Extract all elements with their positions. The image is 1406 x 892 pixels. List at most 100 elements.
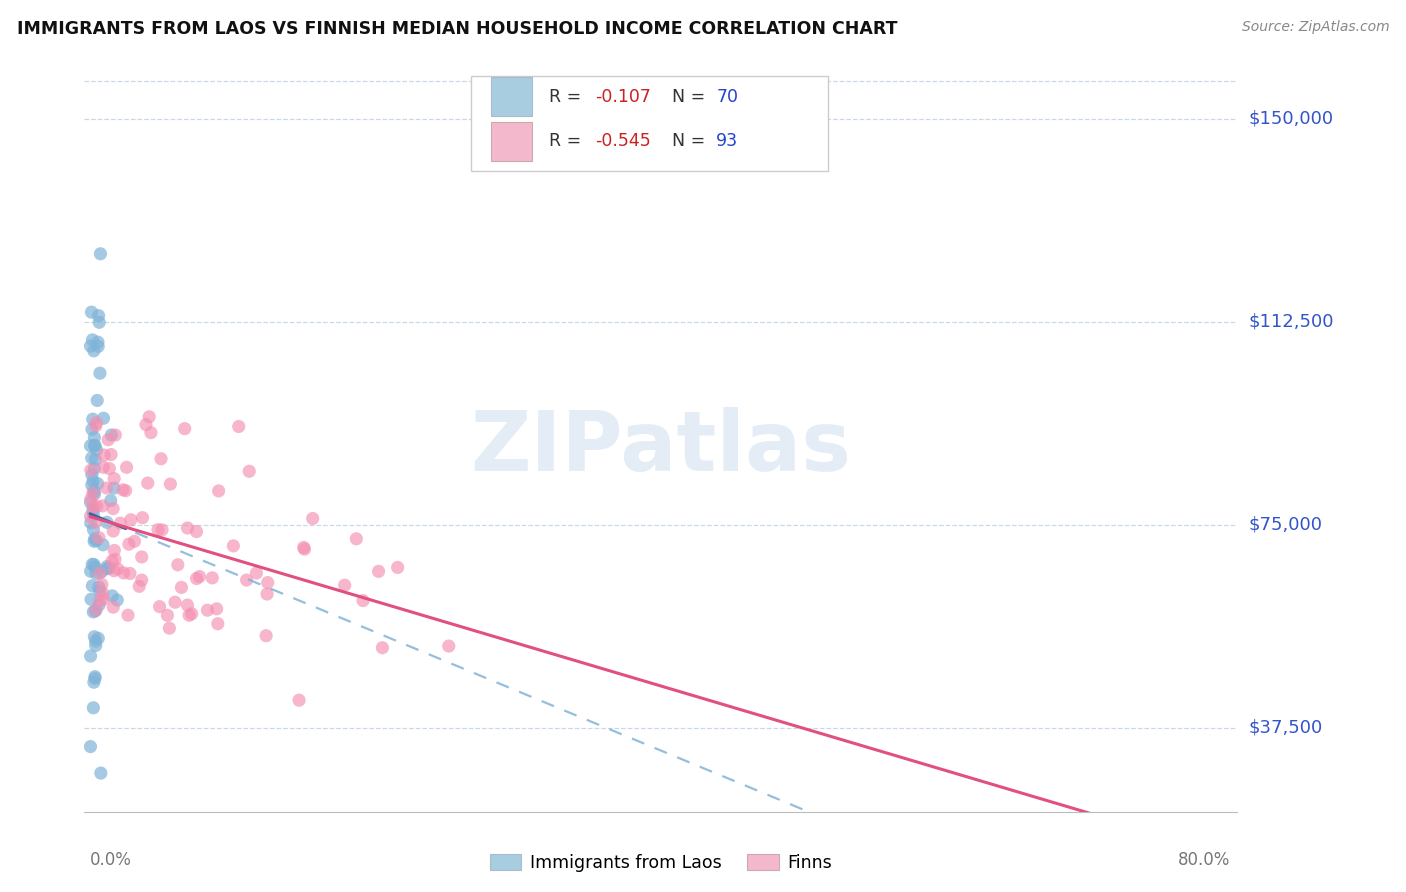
- Point: [80, 422, 103, 436]
- Point: [86, 393, 108, 408]
- Point: [90, 766, 112, 780]
- Point: [101, 589, 124, 603]
- Point: [84, 566, 107, 581]
- Point: [371, 640, 394, 655]
- Point: [84, 516, 107, 530]
- Legend: Immigrants from Laos, Finns: Immigrants from Laos, Finns: [482, 847, 839, 879]
- Point: [83, 438, 105, 452]
- Point: [96, 561, 118, 575]
- Point: [105, 593, 128, 607]
- Point: [107, 562, 129, 576]
- Point: [89, 584, 111, 599]
- Text: Source: ZipAtlas.com: Source: ZipAtlas.com: [1241, 20, 1389, 34]
- Point: [84, 560, 107, 574]
- Point: [79, 495, 101, 509]
- Point: [103, 543, 125, 558]
- Point: [82, 605, 104, 619]
- Point: [79, 439, 101, 453]
- Point: [83, 439, 105, 453]
- Point: [256, 575, 278, 590]
- Point: [96, 516, 118, 530]
- Text: -0.545: -0.545: [595, 132, 651, 150]
- Text: $37,500: $37,500: [1249, 719, 1323, 737]
- Text: 70: 70: [716, 87, 738, 106]
- Point: [84, 603, 107, 617]
- Point: [163, 595, 186, 609]
- Point: [149, 599, 172, 614]
- Point: [139, 425, 162, 440]
- Point: [288, 693, 311, 707]
- Point: [83, 487, 105, 501]
- Point: [156, 608, 179, 623]
- Point: [82, 504, 104, 518]
- Point: [186, 524, 208, 539]
- Text: IMMIGRANTS FROM LAOS VS FINNISH MEDIAN HOUSEHOLD INCOME CORRELATION CHART: IMMIGRANTS FROM LAOS VS FINNISH MEDIAN H…: [17, 20, 897, 37]
- Point: [91, 586, 114, 600]
- Point: [84, 418, 107, 433]
- Point: [86, 533, 108, 548]
- Text: $75,000: $75,000: [1249, 516, 1323, 533]
- Point: [146, 523, 169, 537]
- Point: [87, 632, 110, 646]
- Point: [118, 566, 141, 581]
- Point: [91, 499, 114, 513]
- Point: [89, 315, 111, 329]
- Text: N =: N =: [672, 132, 711, 150]
- Point: [93, 592, 115, 607]
- Point: [254, 629, 277, 643]
- Point: [80, 516, 103, 530]
- Point: [82, 579, 104, 593]
- Point: [82, 523, 104, 537]
- Point: [80, 463, 103, 477]
- Point: [131, 573, 153, 587]
- Point: [222, 539, 245, 553]
- Point: [83, 558, 105, 572]
- Point: [150, 523, 173, 537]
- Point: [103, 600, 125, 615]
- Point: [83, 675, 105, 690]
- Text: 93: 93: [716, 132, 738, 150]
- Point: [124, 534, 146, 549]
- Point: [166, 558, 188, 572]
- Point: [103, 564, 125, 578]
- Point: [83, 484, 105, 499]
- Point: [114, 483, 136, 498]
- Point: [104, 428, 127, 442]
- Text: 80.0%: 80.0%: [1178, 851, 1230, 869]
- Point: [201, 571, 224, 585]
- Point: [100, 448, 122, 462]
- Point: [84, 634, 107, 648]
- Text: $112,500: $112,500: [1249, 312, 1334, 331]
- Point: [97, 433, 120, 447]
- Point: [82, 500, 104, 514]
- Point: [98, 461, 121, 475]
- Point: [170, 581, 193, 595]
- Point: [228, 419, 250, 434]
- Point: [82, 333, 104, 347]
- Point: [157, 621, 180, 635]
- Point: [86, 416, 108, 430]
- Point: [131, 510, 153, 524]
- Point: [82, 558, 104, 572]
- Point: [89, 366, 111, 380]
- Point: [83, 461, 105, 475]
- Point: [138, 409, 160, 424]
- Point: [86, 476, 108, 491]
- Point: [136, 476, 159, 491]
- Point: [245, 566, 267, 580]
- Point: [100, 493, 122, 508]
- Point: [103, 481, 125, 495]
- Point: [103, 524, 125, 538]
- Point: [205, 602, 228, 616]
- Point: [118, 537, 141, 551]
- Point: [173, 422, 195, 436]
- Point: [135, 417, 157, 432]
- Point: [208, 483, 231, 498]
- Point: [79, 648, 101, 663]
- Point: [82, 412, 104, 426]
- Point: [98, 561, 121, 575]
- Point: [117, 608, 139, 623]
- Point: [176, 598, 198, 612]
- Point: [186, 572, 208, 586]
- Point: [79, 564, 101, 578]
